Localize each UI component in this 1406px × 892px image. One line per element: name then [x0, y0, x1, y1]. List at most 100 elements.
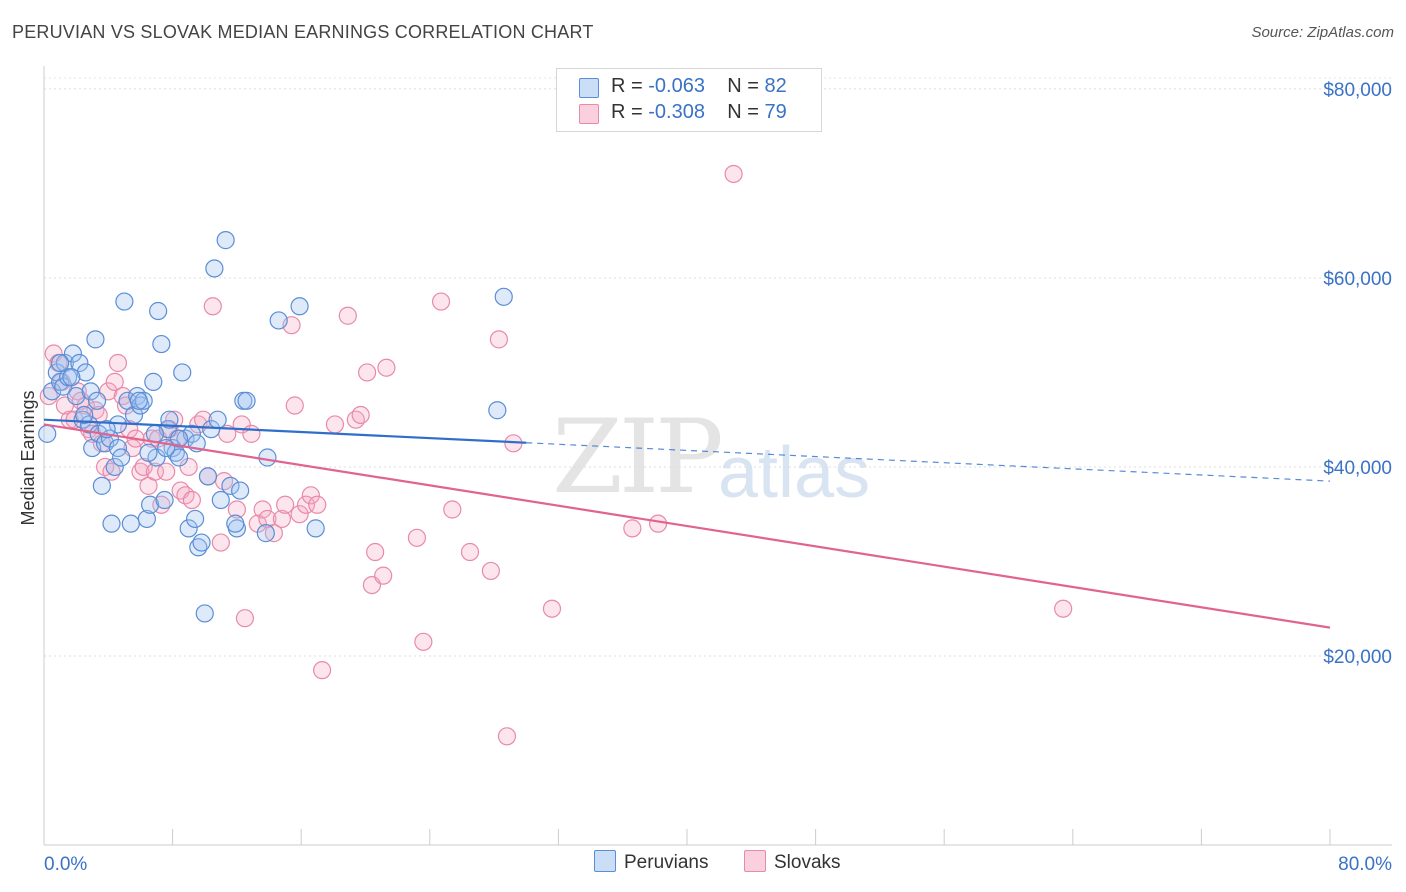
y-tick-label: $40,000: [1323, 458, 1392, 479]
peruvians-trend-line-extrapolated: [526, 442, 1331, 482]
y-axis-label: Median Earnings: [18, 390, 38, 525]
bottom-legend-swatch-slovaks: [744, 850, 766, 872]
legend-r-label: R =: [611, 101, 649, 123]
slovaks-point: [366, 542, 385, 562]
peruvians-point: [192, 533, 211, 552]
peruvians-point: [226, 514, 245, 533]
peruvians-point: [258, 448, 277, 467]
legend-n-value-slovaks: 79: [764, 101, 787, 123]
peruvians-point: [488, 401, 507, 420]
peruvians-point: [79, 415, 99, 434]
peruvians-point: [62, 368, 81, 387]
slovaks-point: [481, 561, 500, 581]
peruvians-point: [169, 429, 189, 448]
chart-title: PERUVIAN VS SLOVAK MEDIAN EARNINGS CORRE…: [12, 22, 594, 42]
watermark-atlas: atlas: [718, 433, 871, 513]
peruvians-point: [112, 448, 131, 467]
peruvians-point: [102, 514, 121, 533]
slovaks-point: [301, 486, 320, 505]
legend-text-slovaks: R = -0.308 N = 79: [611, 101, 787, 124]
peruvians-point: [81, 382, 100, 401]
peruvians-point: [105, 457, 124, 477]
peruvians-point: [173, 363, 192, 382]
peruvians-point: [129, 391, 148, 410]
peruvians-point: [70, 353, 89, 373]
peruvians-point: [155, 490, 174, 510]
slovaks-point: [351, 405, 370, 425]
slovaks-point: [272, 509, 292, 529]
peruvians-point: [38, 424, 57, 443]
slovaks-point: [108, 353, 128, 373]
peruvians-point: [149, 301, 168, 321]
peruvians-point: [198, 467, 218, 486]
peruvians-point: [63, 344, 83, 363]
peruvians-point: [269, 311, 288, 330]
slovaks-point: [157, 462, 176, 481]
slovaks-point: [724, 164, 743, 184]
slovaks-point: [542, 599, 562, 618]
peruvians-trend-line: [43, 418, 527, 444]
slovaks-point: [325, 415, 345, 434]
slovaks-point: [76, 396, 95, 415]
slovaks-point: [623, 519, 642, 538]
peruvians-point: [256, 524, 275, 543]
peruvians-point: [87, 391, 107, 410]
slovaks-point: [308, 495, 327, 514]
slovaks-point: [165, 410, 184, 429]
legend-swatch-slovaks: [579, 104, 599, 124]
peruvians-point: [290, 297, 309, 316]
slovaks-point: [414, 632, 433, 651]
slovaks-point: [182, 490, 201, 510]
legend-n-value-peruvians: 82: [764, 75, 787, 97]
slovaks-point: [227, 500, 246, 519]
slovaks-point: [105, 372, 124, 391]
peruvians-point: [231, 481, 250, 500]
peruvians-point: [221, 476, 240, 495]
correlation-legend: R = -0.063 N = 82 R = -0.308 N = 79: [556, 68, 822, 132]
slovaks-point: [285, 396, 304, 415]
peruvians-point: [144, 372, 163, 391]
peruvians-point: [169, 448, 189, 467]
slovaks-point: [211, 533, 230, 552]
y-tick-label: $60,000: [1323, 269, 1392, 290]
peruvians-point: [67, 386, 86, 406]
legend-n-label: N =: [727, 101, 765, 123]
slovaks-point: [1054, 599, 1073, 618]
slovaks-point: [276, 495, 295, 514]
slovaks-point: [179, 457, 198, 477]
slovaks-point: [290, 505, 309, 524]
peruvians-point: [160, 410, 179, 429]
slovaks-point: [338, 306, 357, 325]
bottom-legend-swatch-peruvians: [594, 850, 616, 872]
slovaks-point: [443, 500, 462, 519]
slovaks-point: [489, 330, 509, 349]
slovaks-point: [431, 292, 451, 311]
legend-r-value-peruvians: -0.063: [648, 75, 705, 97]
slovaks-point: [203, 297, 222, 316]
peruvians-point: [186, 509, 205, 529]
legend-r-value-slovaks: -0.308: [648, 101, 705, 123]
y-tick-label: $80,000: [1323, 80, 1392, 101]
legend-n-label: N =: [727, 75, 765, 97]
slovaks-point: [235, 609, 255, 628]
peruvians-point: [50, 353, 70, 373]
peruvians-point: [211, 490, 230, 510]
bottom-legend-label-peruvians: Peruvians: [624, 852, 709, 874]
peruvians-point: [306, 519, 325, 538]
peruvians-point: [145, 424, 165, 443]
peruvians-point: [76, 363, 95, 382]
peruvians-point: [195, 604, 214, 623]
source-label: Source: ZipAtlas.com: [1251, 24, 1394, 41]
peruvians-point: [205, 259, 224, 278]
y-tick-label: $20,000: [1323, 647, 1392, 668]
peruvians-point: [208, 410, 227, 429]
x-tick-label-min: 0.0%: [44, 854, 87, 875]
bottom-legend-slovaks: Slovaks: [744, 850, 841, 876]
peruvians-point: [140, 495, 160, 514]
bottom-legend-peruvians: Peruvians: [594, 850, 709, 876]
slovaks-point: [242, 424, 261, 443]
legend-r-label: R =: [611, 75, 649, 97]
peruvians-point: [494, 287, 513, 306]
slovaks-point: [253, 500, 272, 519]
